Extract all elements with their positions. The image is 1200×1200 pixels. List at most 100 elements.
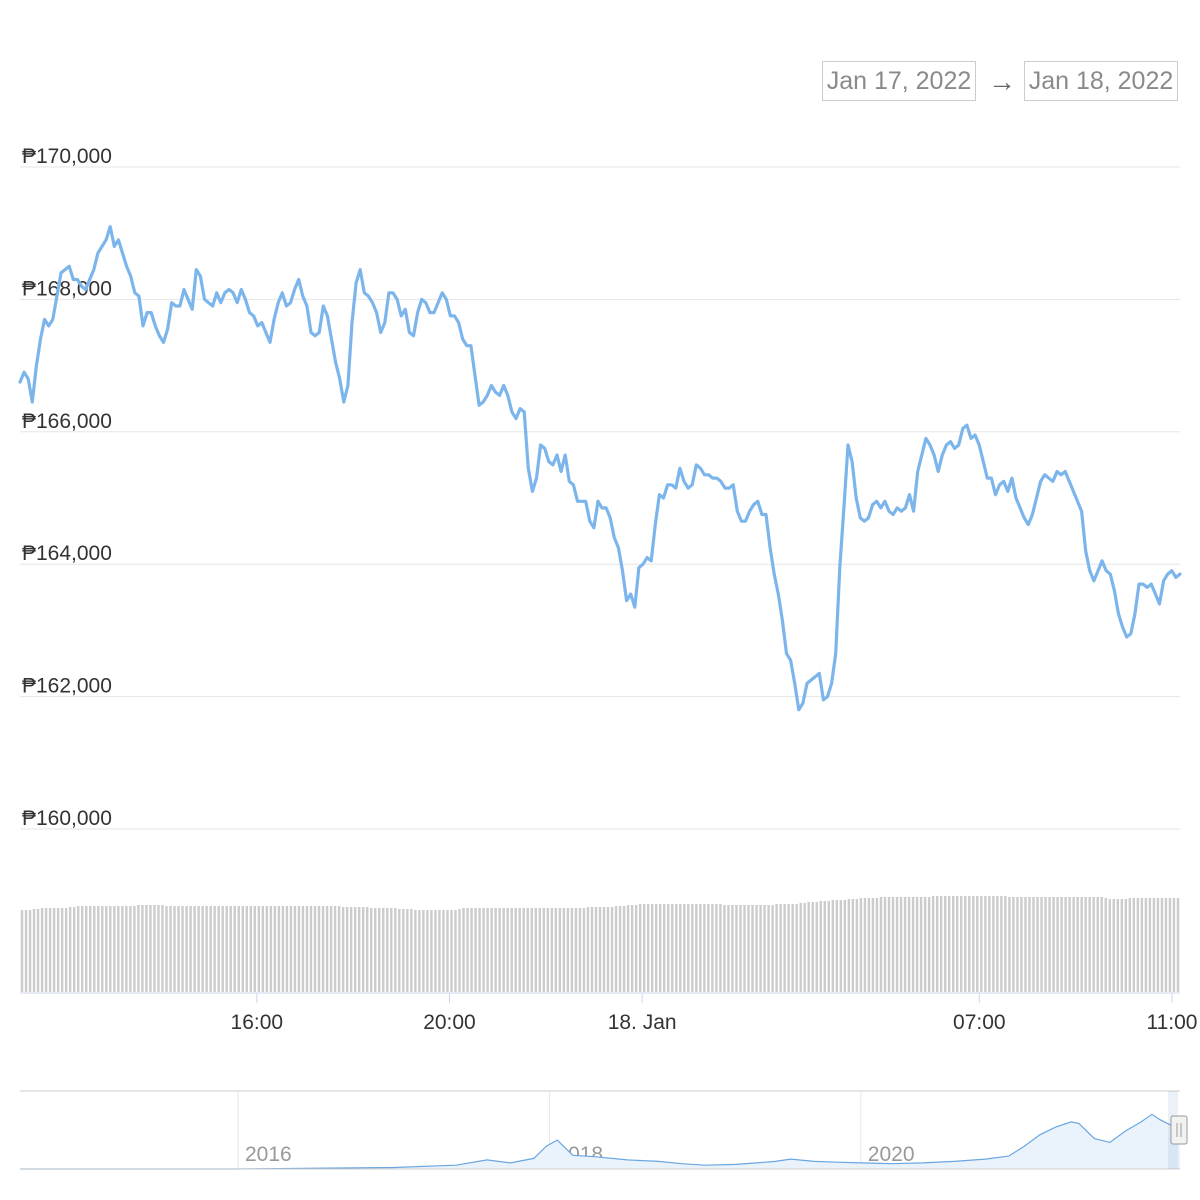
volume-bar [181,906,184,992]
volume-bar [815,902,818,992]
volume-bar [68,907,72,992]
volume-bar [743,905,746,992]
volume-bar [956,896,959,992]
volume-bar [514,908,517,992]
volume-bar [1012,897,1015,992]
navigator-handle[interactable] [1170,1115,1188,1145]
volume-bar [418,910,421,992]
volume-bar [1024,897,1027,992]
volume-bar [145,905,148,992]
volume-bar [402,909,405,992]
volume-bar [52,908,56,992]
volume-bar [1004,896,1007,992]
volume-bar [968,896,971,992]
volume-bar [81,906,84,992]
volume-bar [1048,897,1051,992]
volume-bar [265,906,269,992]
volume-bar [36,909,40,992]
volume-bar [313,906,317,992]
volume-bar [895,897,899,992]
volume-bar [117,906,120,992]
volume-bar [382,908,385,992]
volume-bar [703,904,706,992]
volume-bar [988,896,991,992]
volume-bar [325,906,329,992]
volume-bar [1068,897,1071,992]
volume-bar [48,908,52,992]
navigator-year-label: 2020 [868,1143,915,1166]
volume-bar [598,907,602,992]
volume-bar [470,908,473,992]
volume-bar [582,908,586,992]
navigator[interactable]: 2016 2018 2020 [20,1090,1188,1170]
volume-bar [911,897,915,992]
volume-bar [622,906,626,992]
volume-bar [398,909,401,992]
volume-bar [1104,898,1107,992]
volume-bar [32,909,36,992]
volume-bar [1172,898,1176,992]
volume-bar [590,907,594,992]
volume-bar [1120,899,1123,992]
volume-bar [510,908,513,992]
volume-bar [1060,897,1063,992]
volume-bar [542,908,546,992]
volume-bar [879,897,883,992]
volume-bar [361,907,365,992]
volume-bar [839,900,843,992]
volume-bar [1116,899,1119,992]
volume-bar [1076,897,1079,992]
price-line [18,225,1182,712]
y-axis-labels: ₱170,000 ₱168,000 ₱166,000 ₱164,000 ₱162,000… [22,145,112,830]
volume-bar [305,906,309,992]
volume-bar [261,906,265,992]
volume-bar [414,910,417,992]
volume-bar [1056,897,1059,992]
volume-bar [1168,898,1172,992]
volume-bar [390,908,393,992]
volume-bar [687,904,690,992]
x-tick-label: 16:00 [231,1011,284,1034]
volume-bar [506,908,509,992]
volume-bar [807,902,810,992]
volume-bar [378,908,381,992]
volume-bar [133,906,136,992]
volume-bar [269,906,273,992]
y-tick-label: ₱162,000 [22,675,112,698]
volume-bar [502,908,505,992]
volume-bar [859,898,863,992]
range-to-input[interactable]: Jan 18, 2022 [1024,61,1178,101]
volume-bar [638,904,642,992]
volume-bar [64,908,68,992]
volume-bar [1096,897,1099,992]
volume-bar [189,906,192,992]
volume-bar [105,906,108,992]
volume-bar [205,906,208,992]
volume-bar [273,906,277,992]
volume-bar [899,897,903,992]
volume-bar [771,905,774,992]
volume-bar [931,896,935,992]
volume-bar [329,906,333,992]
volume-bar [89,906,92,992]
volume-bar [650,904,654,992]
volume-bar [462,908,465,992]
volume-bar [1100,897,1103,992]
volume-bar [169,906,172,992]
volume-bar [281,906,285,992]
volume-bar [1028,897,1031,992]
volume-bar [570,908,574,992]
y-tick-label: ₱164,000 [22,542,112,565]
volume-bar [739,905,742,992]
volume-bar [225,906,228,992]
volume-bar [165,906,168,992]
volume-bar [60,908,64,992]
volume-bar [406,909,409,992]
volume-bar [341,907,345,992]
volume-bar [984,896,987,992]
volume-bar [277,906,281,992]
volume-bar [1052,897,1055,992]
range-from-input[interactable]: Jan 17, 2022 [822,61,976,101]
